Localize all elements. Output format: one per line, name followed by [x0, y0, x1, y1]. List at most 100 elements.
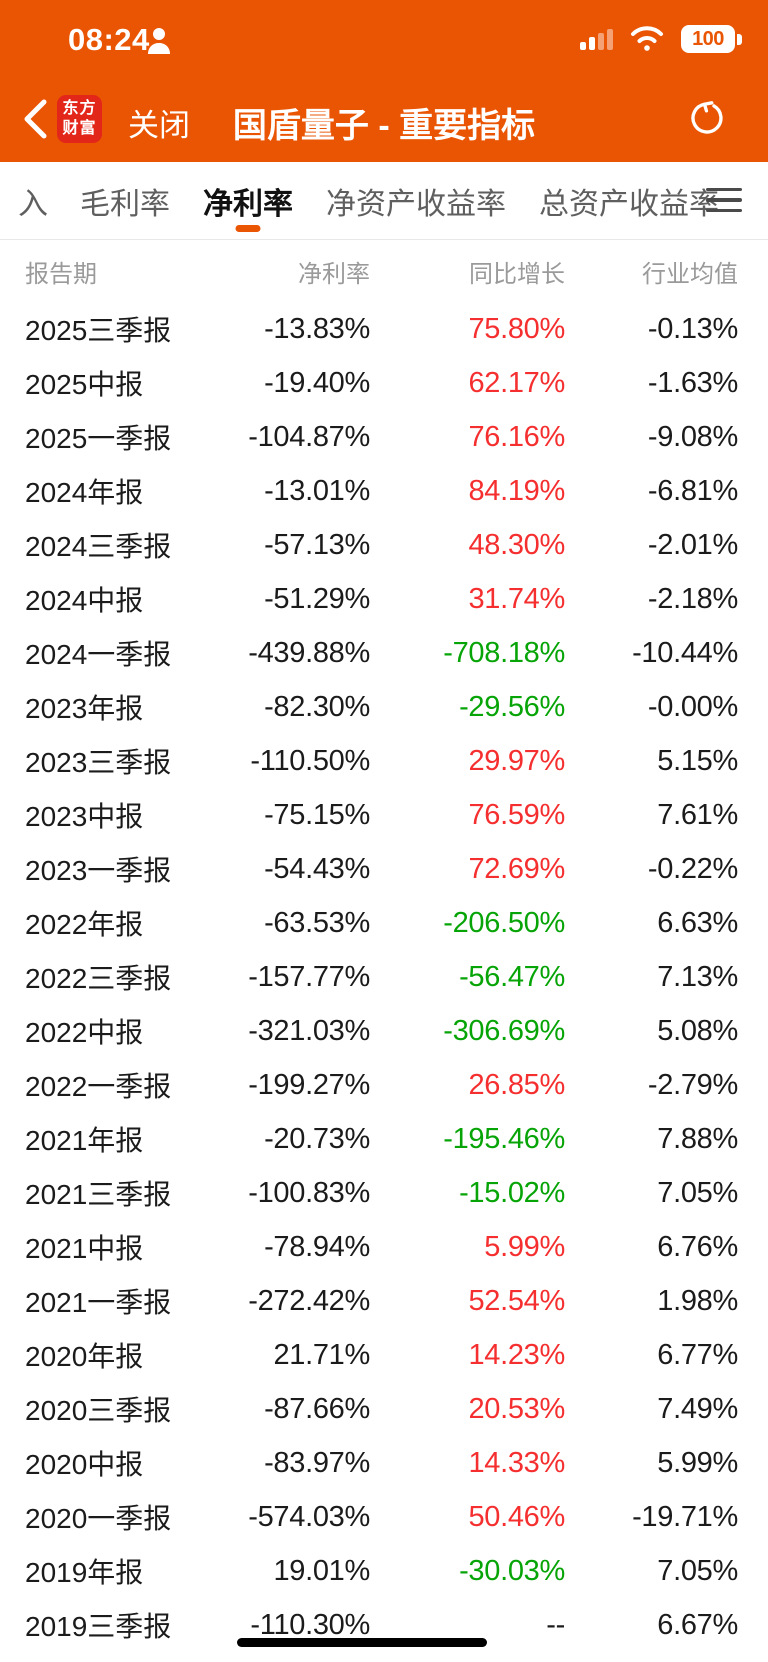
- cell-net-margin: 21.71%: [273, 1338, 370, 1371]
- cell-period: 2024年报: [25, 477, 144, 508]
- col-header-net-margin: 净利率: [298, 260, 370, 288]
- cell-period: 2020中报: [25, 1449, 144, 1480]
- cell-net-margin: -439.88%: [248, 636, 370, 669]
- cell-net-margin: -87.66%: [264, 1392, 370, 1425]
- cell-industry-avg: 6.67%: [657, 1608, 738, 1641]
- cell-period: 2019年报: [25, 1557, 144, 1588]
- cell-yoy: 29.97%: [468, 744, 565, 777]
- cell-industry-avg: -10.44%: [632, 636, 738, 669]
- cell-yoy: 48.30%: [468, 528, 565, 561]
- cell-period: 2022年报: [25, 909, 144, 940]
- cell-industry-avg: 7.13%: [657, 960, 738, 993]
- tab-毛利率[interactable]: 毛利率: [80, 187, 170, 221]
- logo-line1: 东方: [62, 100, 97, 117]
- col-header-yoy: 同比增长: [469, 260, 565, 288]
- tab-净资产收益率[interactable]: 净资产收益率: [326, 187, 506, 221]
- hamburger-menu-icon[interactable]: [706, 182, 742, 218]
- table-body[interactable]: 2025三季报 -13.83% 75.80% -0.13% 2025中报 -19.40% 6…: [0, 302, 768, 1652]
- table-row: 2019三季报 -110.30% -- 6.67%: [0, 1598, 768, 1652]
- home-indicator[interactable]: [237, 1638, 487, 1647]
- table-row: 2023一季报 -54.43% 72.69% -0.22%: [0, 842, 768, 896]
- cell-industry-avg: 7.05%: [657, 1176, 738, 1209]
- close-button[interactable]: 关闭: [128, 108, 190, 143]
- status-icons: 100: [580, 22, 742, 56]
- cell-net-margin: -321.03%: [248, 1014, 370, 1047]
- tab-净利率[interactable]: 净利率: [203, 162, 293, 239]
- cell-net-margin: -78.94%: [264, 1230, 370, 1263]
- table-header: 报告期 净利率 同比增长 行业均值: [0, 241, 768, 301]
- cell-period: 2020一季报: [25, 1503, 172, 1534]
- cell-period: 2022三季报: [25, 963, 172, 994]
- cell-period: 2024三季报: [25, 531, 172, 562]
- cell-yoy: 31.74%: [468, 582, 565, 615]
- cell-industry-avg: 1.98%: [657, 1284, 738, 1317]
- cell-industry-avg: -6.81%: [647, 474, 738, 507]
- cell-net-margin: -75.15%: [264, 798, 370, 831]
- cell-yoy: 5.99%: [484, 1230, 565, 1263]
- table-row: 2021三季报 -100.83% -15.02% 7.05%: [0, 1166, 768, 1220]
- tab-list: 毛利率 净利率 净资产收益率 总资产收益率: [80, 162, 719, 239]
- cell-industry-avg: 6.63%: [657, 906, 738, 939]
- cell-industry-avg: -0.22%: [647, 852, 738, 885]
- cell-industry-avg: -19.71%: [632, 1500, 738, 1533]
- cell-industry-avg: 7.88%: [657, 1122, 738, 1155]
- cell-industry-avg: 7.05%: [657, 1554, 738, 1587]
- table-row: 2022年报 -63.53% -206.50% 6.63%: [0, 896, 768, 950]
- cell-yoy: 75.80%: [468, 312, 565, 345]
- eastmoney-logo: 东方 财富: [57, 95, 102, 143]
- table-row: 2024一季报 -439.88% -708.18% -10.44%: [0, 626, 768, 680]
- cell-yoy: 26.85%: [468, 1068, 565, 1101]
- cell-net-margin: -272.42%: [248, 1284, 370, 1317]
- cell-industry-avg: -0.00%: [647, 690, 738, 723]
- cell-yoy: -29.56%: [459, 690, 565, 723]
- tab-partial-revenue[interactable]: 入: [18, 187, 48, 221]
- cell-yoy: -708.18%: [443, 636, 565, 669]
- cell-period: 2021年报: [25, 1125, 144, 1156]
- cell-yoy: -195.46%: [443, 1122, 565, 1155]
- cell-yoy: 76.16%: [468, 420, 565, 453]
- cell-industry-avg: 6.76%: [657, 1230, 738, 1263]
- cell-net-margin: -51.29%: [264, 582, 370, 615]
- cell-net-margin: -13.83%: [264, 312, 370, 345]
- cell-yoy: -30.03%: [459, 1554, 565, 1587]
- table-row: 2022中报 -321.03% -306.69% 5.08%: [0, 1004, 768, 1058]
- cell-yoy: --: [546, 1608, 565, 1641]
- refresh-button[interactable]: [688, 97, 726, 139]
- cell-industry-avg: 6.77%: [657, 1338, 738, 1371]
- cell-period: 2025一季报: [25, 423, 172, 454]
- table-row: 2023三季报 -110.50% 29.97% 5.15%: [0, 734, 768, 788]
- back-button[interactable]: [20, 96, 50, 142]
- table-row: 2025中报 -19.40% 62.17% -1.63%: [0, 356, 768, 410]
- cell-yoy: 14.33%: [468, 1446, 565, 1479]
- cell-period: 2022中报: [25, 1017, 144, 1048]
- cell-industry-avg: -9.08%: [647, 420, 738, 453]
- cell-yoy: -15.02%: [459, 1176, 565, 1209]
- table-row: 2021一季报 -272.42% 52.54% 1.98%: [0, 1274, 768, 1328]
- table-row: 2020中报 -83.97% 14.33% 5.99%: [0, 1436, 768, 1490]
- table-row: 2022三季报 -157.77% -56.47% 7.13%: [0, 950, 768, 1004]
- cell-period: 2023中报: [25, 801, 144, 832]
- page-title: 国盾量子 - 重要指标: [232, 107, 536, 145]
- table-row: 2021中报 -78.94% 5.99% 6.76%: [0, 1220, 768, 1274]
- cell-net-margin: -199.27%: [248, 1068, 370, 1101]
- cell-industry-avg: 5.08%: [657, 1014, 738, 1047]
- cell-net-margin: -20.73%: [264, 1122, 370, 1155]
- cell-yoy: 14.23%: [468, 1338, 565, 1371]
- tab-总资产收益率[interactable]: 总资产收益率: [539, 187, 719, 221]
- table-row: 2024三季报 -57.13% 48.30% -2.01%: [0, 518, 768, 572]
- cell-yoy: -56.47%: [459, 960, 565, 993]
- cell-yoy: -306.69%: [443, 1014, 565, 1047]
- cell-yoy: 20.53%: [468, 1392, 565, 1425]
- logo-line2: 财富: [62, 120, 97, 137]
- cell-net-margin: -83.97%: [264, 1446, 370, 1479]
- tab-bar: 入 毛利率 净利率 净资产收益率 总资产收益率: [0, 162, 768, 240]
- person-icon: [146, 26, 172, 59]
- cell-net-margin: -104.87%: [248, 420, 370, 453]
- cell-industry-avg: -1.63%: [647, 366, 738, 399]
- cell-period: 2021中报: [25, 1233, 144, 1264]
- col-header-industry-avg: 行业均值: [642, 260, 738, 288]
- table-row: 2023中报 -75.15% 76.59% 7.61%: [0, 788, 768, 842]
- cell-period: 2023年报: [25, 693, 144, 724]
- cell-industry-avg: 5.99%: [657, 1446, 738, 1479]
